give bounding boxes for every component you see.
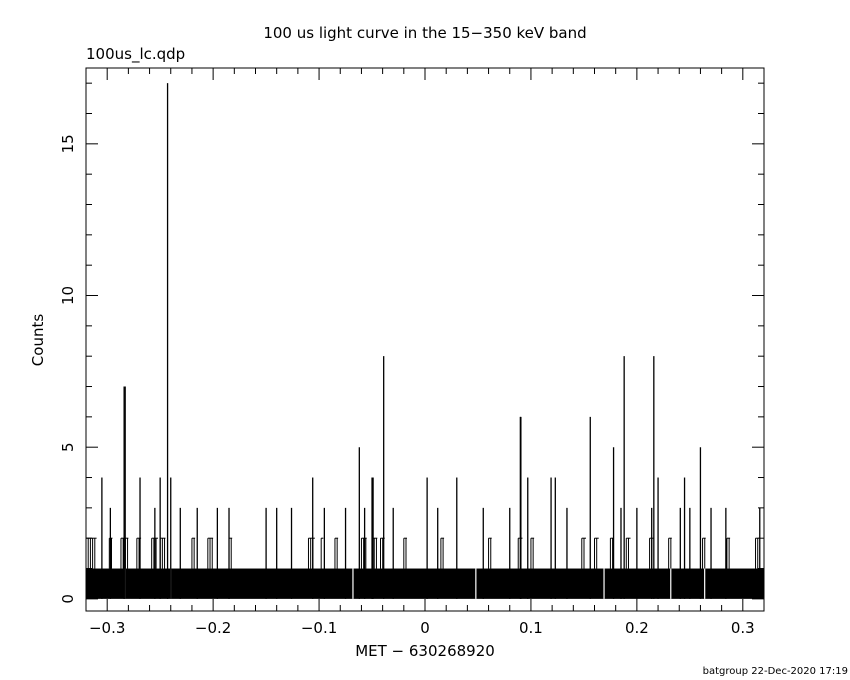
footer-credit: batgroup 22-Dec-2020 17:19 — [703, 666, 848, 677]
y-tick-label: 15 — [59, 134, 77, 153]
tick-labels-group: −0.3 −0.2 −0.1 0 0.1 0.2 0.3 0 5 10 15 — [59, 134, 755, 637]
zero-count-gap — [352, 568, 354, 599]
baseline-band — [86, 568, 764, 599]
y-tick-label: 0 — [59, 594, 77, 604]
zero-count-gap — [704, 568, 706, 599]
file-label: 100us_lc.qdp — [86, 45, 185, 64]
x-tick-label: 0 — [420, 619, 430, 637]
x-tick-label: −0.3 — [89, 619, 125, 637]
x-axis-label: MET − 630268920 — [355, 642, 495, 660]
x-tick-label: 0.2 — [625, 619, 649, 637]
zero-count-gap — [670, 568, 672, 599]
bars-group — [85, 83, 764, 599]
y-tick-label: 10 — [59, 286, 77, 305]
chart-title: 100 us light curve in the 15−350 keV ban… — [263, 24, 586, 42]
x-tick-label: 0.3 — [731, 619, 755, 637]
zero-count-gap — [603, 568, 605, 599]
x-tick-label: −0.2 — [195, 619, 231, 637]
x-tick-label: 0.1 — [519, 619, 543, 637]
ticks-group — [85, 68, 765, 611]
plot-frame — [85, 67, 765, 612]
y-axis-label: Counts — [29, 314, 47, 367]
x-tick-label: −0.1 — [301, 619, 337, 637]
zero-count-gap — [475, 568, 477, 599]
y-tick-label: 5 — [59, 442, 77, 452]
